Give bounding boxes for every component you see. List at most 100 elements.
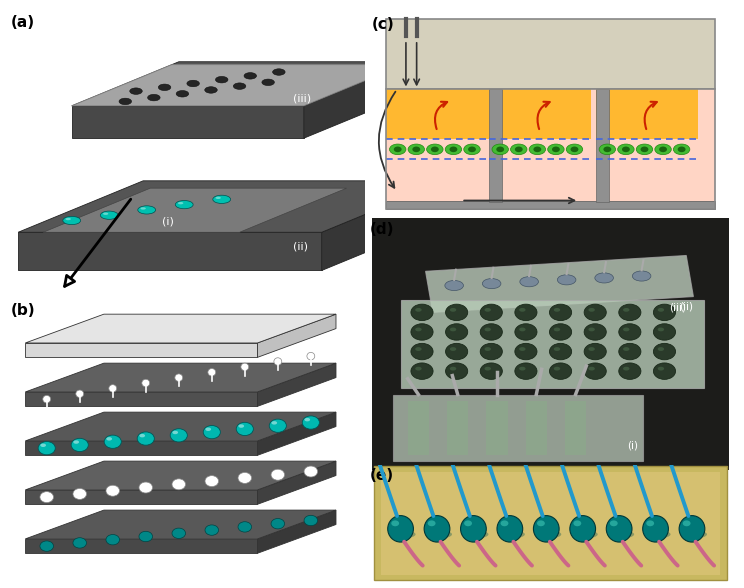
Ellipse shape [589, 367, 595, 370]
Ellipse shape [62, 216, 80, 225]
Ellipse shape [137, 432, 154, 445]
Ellipse shape [205, 525, 219, 535]
Polygon shape [25, 510, 336, 539]
Ellipse shape [515, 363, 537, 379]
Ellipse shape [533, 516, 559, 542]
Ellipse shape [129, 88, 142, 94]
Ellipse shape [426, 144, 443, 155]
Ellipse shape [388, 516, 414, 542]
Ellipse shape [606, 516, 632, 542]
Ellipse shape [492, 144, 508, 155]
Ellipse shape [76, 390, 83, 397]
Ellipse shape [304, 418, 310, 422]
Ellipse shape [658, 308, 664, 312]
Ellipse shape [446, 343, 468, 360]
Ellipse shape [445, 144, 461, 155]
Ellipse shape [241, 363, 248, 370]
Ellipse shape [244, 72, 257, 79]
Ellipse shape [554, 308, 560, 312]
Ellipse shape [391, 520, 399, 526]
Ellipse shape [424, 516, 450, 542]
Ellipse shape [623, 367, 629, 370]
Ellipse shape [552, 146, 559, 152]
Ellipse shape [533, 146, 542, 152]
Text: (e): (e) [371, 468, 394, 483]
Ellipse shape [550, 343, 571, 360]
Ellipse shape [415, 328, 422, 332]
Ellipse shape [262, 79, 275, 85]
Ellipse shape [510, 144, 527, 155]
Ellipse shape [515, 324, 537, 340]
Ellipse shape [589, 347, 595, 351]
Ellipse shape [550, 304, 571, 320]
Ellipse shape [548, 144, 564, 155]
Ellipse shape [653, 324, 676, 340]
Ellipse shape [595, 273, 613, 283]
Ellipse shape [571, 146, 578, 152]
Bar [400, 300, 704, 388]
Ellipse shape [104, 435, 121, 449]
Ellipse shape [175, 374, 183, 382]
Ellipse shape [390, 144, 406, 155]
Ellipse shape [411, 363, 433, 379]
Bar [525, 401, 547, 455]
Ellipse shape [641, 146, 649, 152]
Ellipse shape [71, 438, 89, 452]
Ellipse shape [679, 516, 705, 542]
Ellipse shape [238, 425, 244, 428]
Ellipse shape [682, 530, 707, 539]
Ellipse shape [653, 343, 676, 360]
Ellipse shape [411, 324, 433, 340]
Ellipse shape [482, 279, 501, 289]
Ellipse shape [412, 146, 420, 152]
Ellipse shape [496, 146, 504, 152]
Polygon shape [257, 363, 336, 406]
Polygon shape [304, 62, 411, 138]
Bar [386, 201, 715, 209]
Ellipse shape [38, 442, 55, 455]
Ellipse shape [653, 304, 676, 320]
Ellipse shape [464, 144, 480, 155]
Ellipse shape [394, 146, 402, 152]
Ellipse shape [623, 308, 629, 312]
Ellipse shape [216, 196, 221, 199]
Ellipse shape [173, 431, 178, 434]
Bar [386, 89, 489, 139]
Ellipse shape [461, 516, 487, 542]
Ellipse shape [515, 146, 523, 152]
Ellipse shape [584, 304, 606, 320]
Polygon shape [25, 363, 336, 392]
Bar [487, 401, 507, 455]
Ellipse shape [501, 520, 508, 526]
Ellipse shape [411, 304, 433, 320]
Ellipse shape [40, 541, 54, 552]
Polygon shape [71, 62, 411, 106]
Ellipse shape [619, 343, 641, 360]
Ellipse shape [572, 530, 597, 539]
Ellipse shape [450, 367, 456, 370]
Ellipse shape [584, 324, 606, 340]
Text: (c): (c) [372, 17, 395, 32]
Bar [386, 89, 715, 202]
Polygon shape [43, 188, 347, 232]
Ellipse shape [619, 304, 641, 320]
Text: (ii): (ii) [679, 301, 693, 311]
Ellipse shape [520, 277, 539, 287]
Ellipse shape [205, 87, 217, 93]
Ellipse shape [203, 426, 220, 439]
Ellipse shape [619, 324, 641, 340]
Text: (d): (d) [371, 222, 395, 238]
Bar [489, 89, 591, 139]
Ellipse shape [109, 385, 117, 392]
Ellipse shape [653, 363, 676, 379]
Ellipse shape [304, 515, 318, 526]
Ellipse shape [238, 522, 251, 532]
Bar [386, 89, 715, 209]
Ellipse shape [415, 308, 422, 312]
Ellipse shape [408, 144, 425, 155]
Polygon shape [25, 314, 336, 343]
Ellipse shape [484, 308, 491, 312]
Ellipse shape [205, 427, 211, 431]
Ellipse shape [550, 324, 571, 340]
Ellipse shape [139, 482, 153, 493]
